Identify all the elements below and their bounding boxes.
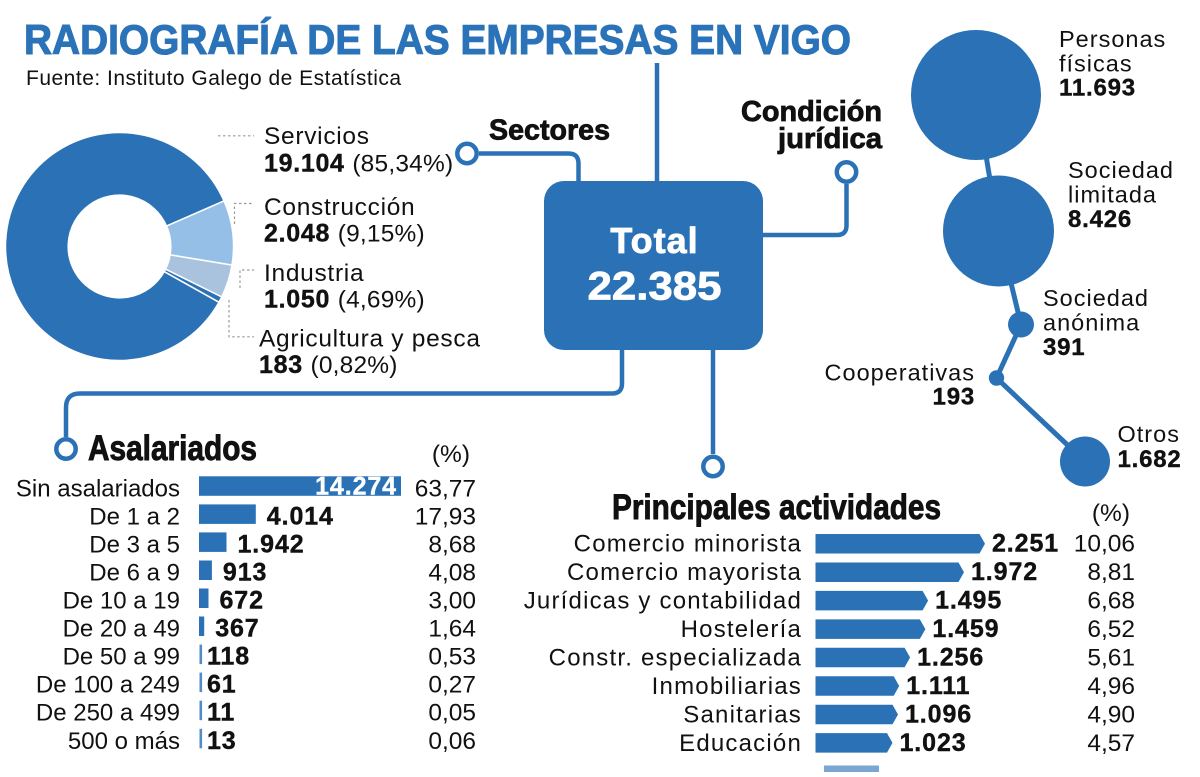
svg-text:0,27: 0,27 (428, 672, 476, 699)
svg-text:Cooperativas: Cooperativas (825, 360, 975, 386)
svg-text:11.693: 11.693 (1059, 75, 1136, 102)
svg-text:Inmobiliarias: Inmobiliarias (652, 673, 802, 700)
svg-text:De 10 a 19: De 10 a 19 (63, 588, 180, 615)
svg-text:3,00: 3,00 (428, 588, 476, 615)
svg-text:Fuente: Instituto Galego de Es: Fuente: Instituto Galego de Estatística (26, 67, 402, 90)
svg-text:1,64: 1,64 (428, 616, 476, 643)
svg-text:De 6 a 9: De 6 a 9 (89, 560, 180, 587)
svg-text:1.682: 1.682 (1118, 446, 1182, 473)
svg-text:De 50 a 99: De 50 a 99 (63, 644, 180, 671)
svg-text:Jurídicas y contabilidad: Jurídicas y contabilidad (524, 588, 802, 615)
svg-text:Sin asalariados: Sin asalariados (16, 475, 180, 502)
svg-text:Asalariados: Asalariados (88, 429, 257, 468)
svg-text:(%): (%) (1092, 500, 1130, 527)
svg-text:Hostelería: Hostelería (681, 616, 802, 643)
svg-text:367: 367 (215, 615, 259, 643)
svg-text:1.942: 1.942 (238, 530, 305, 558)
svg-text:0,05: 0,05 (428, 700, 476, 727)
svg-text:8,81: 8,81 (1087, 559, 1135, 586)
svg-text:63,77: 63,77 (415, 475, 476, 502)
svg-text:Sociedad: Sociedad (1043, 285, 1149, 311)
svg-text:1.023: 1.023 (900, 729, 967, 757)
svg-text:De 20 a 49: De 20 a 49 (63, 616, 180, 643)
svg-text:193: 193 (933, 384, 975, 411)
svg-text:Industria: Industria (264, 260, 364, 287)
svg-text:Sanitarias: Sanitarias (683, 701, 802, 728)
svg-text:De 250 a 499: De 250 a 499 (36, 700, 180, 727)
svg-text:1.050 (4,69%): 1.050 (4,69%) (264, 286, 425, 314)
svg-text:anónima: anónima (1043, 310, 1140, 336)
svg-text:Condición: Condición (741, 96, 882, 128)
svg-text:2.048 (9,15%): 2.048 (9,15%) (264, 220, 425, 248)
svg-text:Total: Total (610, 220, 698, 261)
svg-text:1.459: 1.459 (932, 615, 999, 643)
svg-text:jurídica: jurídica (777, 123, 883, 155)
svg-text:Educación: Educación (679, 730, 802, 757)
svg-text:4,08: 4,08 (428, 560, 476, 587)
svg-text:4.014: 4.014 (267, 502, 334, 530)
svg-text:8.426: 8.426 (1068, 206, 1132, 233)
svg-text:913: 913 (223, 559, 267, 587)
svg-text:11: 11 (207, 699, 235, 727)
svg-text:Sectores: Sectores (489, 115, 610, 147)
svg-text:2.251: 2.251 (992, 530, 1059, 558)
svg-text:1.495: 1.495 (935, 587, 1002, 615)
svg-text:13: 13 (207, 727, 237, 755)
svg-text:Constr. especializada: Constr. especializada (549, 645, 802, 672)
svg-text:4,57: 4,57 (1087, 730, 1135, 757)
svg-text:6,68: 6,68 (1087, 588, 1135, 615)
svg-text:1.096: 1.096 (905, 700, 972, 728)
svg-text:0,06: 0,06 (428, 728, 476, 755)
svg-text:118: 118 (207, 643, 250, 671)
svg-text:Principales actividades: Principales actividades (612, 488, 941, 527)
svg-text:limitada: limitada (1068, 182, 1157, 208)
svg-text:1.111: 1.111 (906, 672, 970, 700)
svg-text:Personas: Personas (1059, 26, 1166, 52)
svg-text:(%): (%) (432, 441, 470, 468)
svg-text:De 100 a 249: De 100 a 249 (36, 672, 180, 699)
svg-text:1.256: 1.256 (917, 644, 984, 672)
svg-text:Comercio minorista: Comercio minorista (574, 531, 802, 558)
svg-text:1.972: 1.972 (971, 558, 1038, 586)
svg-text:De 3 a 5: De 3 a 5 (89, 531, 180, 558)
svg-text:Sociedad: Sociedad (1068, 157, 1174, 183)
svg-text:4,96: 4,96 (1087, 673, 1135, 700)
svg-text:61: 61 (207, 671, 237, 699)
svg-text:RADIOGRAFÍA DE LAS EMPRESAS EN: RADIOGRAFÍA DE LAS EMPRESAS EN VIGO (24, 16, 851, 63)
svg-text:672: 672 (220, 587, 264, 615)
svg-text:4,90: 4,90 (1087, 701, 1135, 728)
svg-text:10,06: 10,06 (1074, 531, 1135, 558)
svg-text:Otros: Otros (1118, 421, 1180, 447)
svg-text:19.104 (85,34%): 19.104 (85,34%) (264, 149, 453, 177)
svg-text:Construcción: Construcción (264, 194, 415, 221)
svg-text:183 (0,82%): 183 (0,82%) (259, 351, 398, 379)
svg-text:físicas: físicas (1059, 51, 1133, 77)
svg-text:391: 391 (1043, 334, 1085, 361)
svg-text:Servicios: Servicios (264, 123, 370, 150)
svg-text:17,93: 17,93 (415, 503, 476, 530)
svg-text:8,68: 8,68 (428, 531, 476, 558)
svg-text:22.385: 22.385 (588, 265, 722, 309)
svg-text:14.274: 14.274 (315, 472, 397, 500)
svg-text:5,61: 5,61 (1087, 645, 1135, 672)
svg-text:6,52: 6,52 (1087, 616, 1135, 643)
svg-text:Comercio mayorista: Comercio mayorista (567, 559, 802, 586)
svg-text:De 1 a 2: De 1 a 2 (89, 503, 180, 530)
svg-text:Agricultura y pesca: Agricultura y pesca (259, 326, 481, 353)
svg-text:500 o más: 500 o más (68, 728, 180, 755)
svg-text:0,53: 0,53 (428, 644, 476, 671)
